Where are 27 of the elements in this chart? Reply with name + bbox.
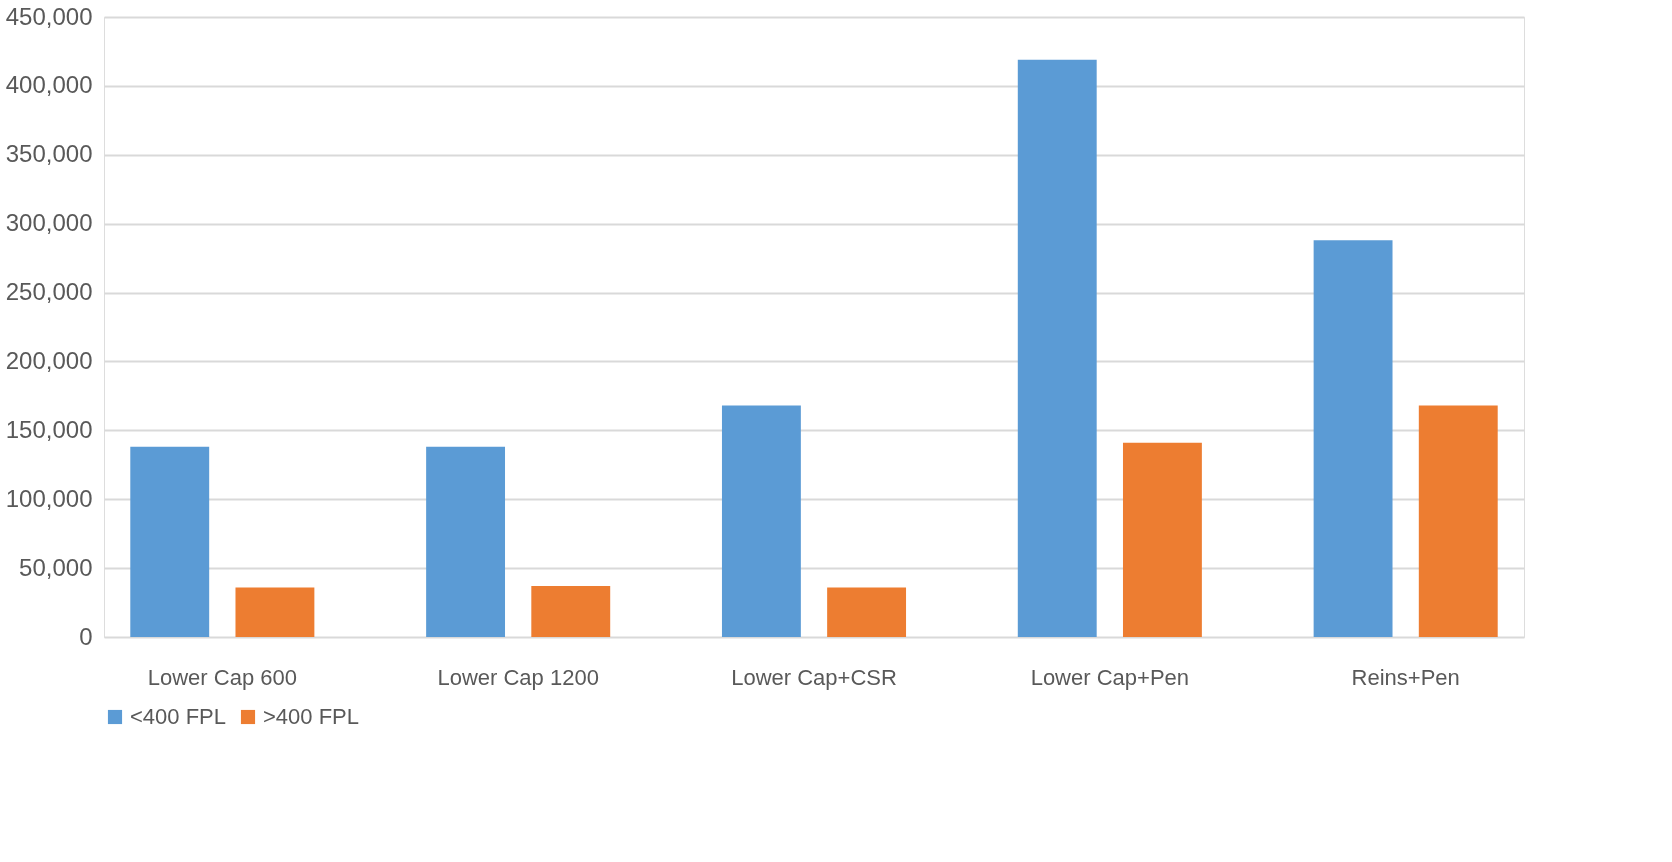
y-tick-label: 100,000 [5, 484, 93, 512]
y-tick-label: 400,000 [5, 71, 93, 99]
x-tick-label: Reins+Pen [1351, 664, 1460, 690]
y-tick-label: 50,000 [19, 553, 93, 581]
x-tick-label: Lower Cap+CSR [731, 664, 897, 690]
bar [1313, 240, 1393, 637]
y-tick-label: 150,000 [5, 415, 93, 443]
legend-label: <400 FPL [130, 704, 227, 729]
bar [130, 446, 210, 637]
bar [426, 446, 506, 637]
bar [1418, 405, 1498, 637]
bar [1017, 59, 1097, 637]
bar [235, 587, 315, 637]
y-tick-label: 0 [79, 622, 93, 650]
y-tick-label: 450,000 [5, 2, 93, 30]
x-tick-label: Lower Cap 600 [147, 664, 297, 690]
bar [827, 587, 907, 637]
bar [721, 405, 801, 637]
bar [1122, 442, 1202, 637]
legend-label: >400 FPL [263, 704, 360, 729]
y-tick-label: 300,000 [5, 209, 93, 237]
y-tick-label: 350,000 [5, 140, 93, 168]
x-tick-label: Lower Cap 1200 [437, 664, 599, 690]
y-tick-label: 250,000 [5, 278, 93, 306]
x-tick-label: Lower Cap+Pen [1030, 664, 1190, 690]
bar [531, 586, 611, 637]
y-tick-label: 200,000 [5, 346, 93, 374]
